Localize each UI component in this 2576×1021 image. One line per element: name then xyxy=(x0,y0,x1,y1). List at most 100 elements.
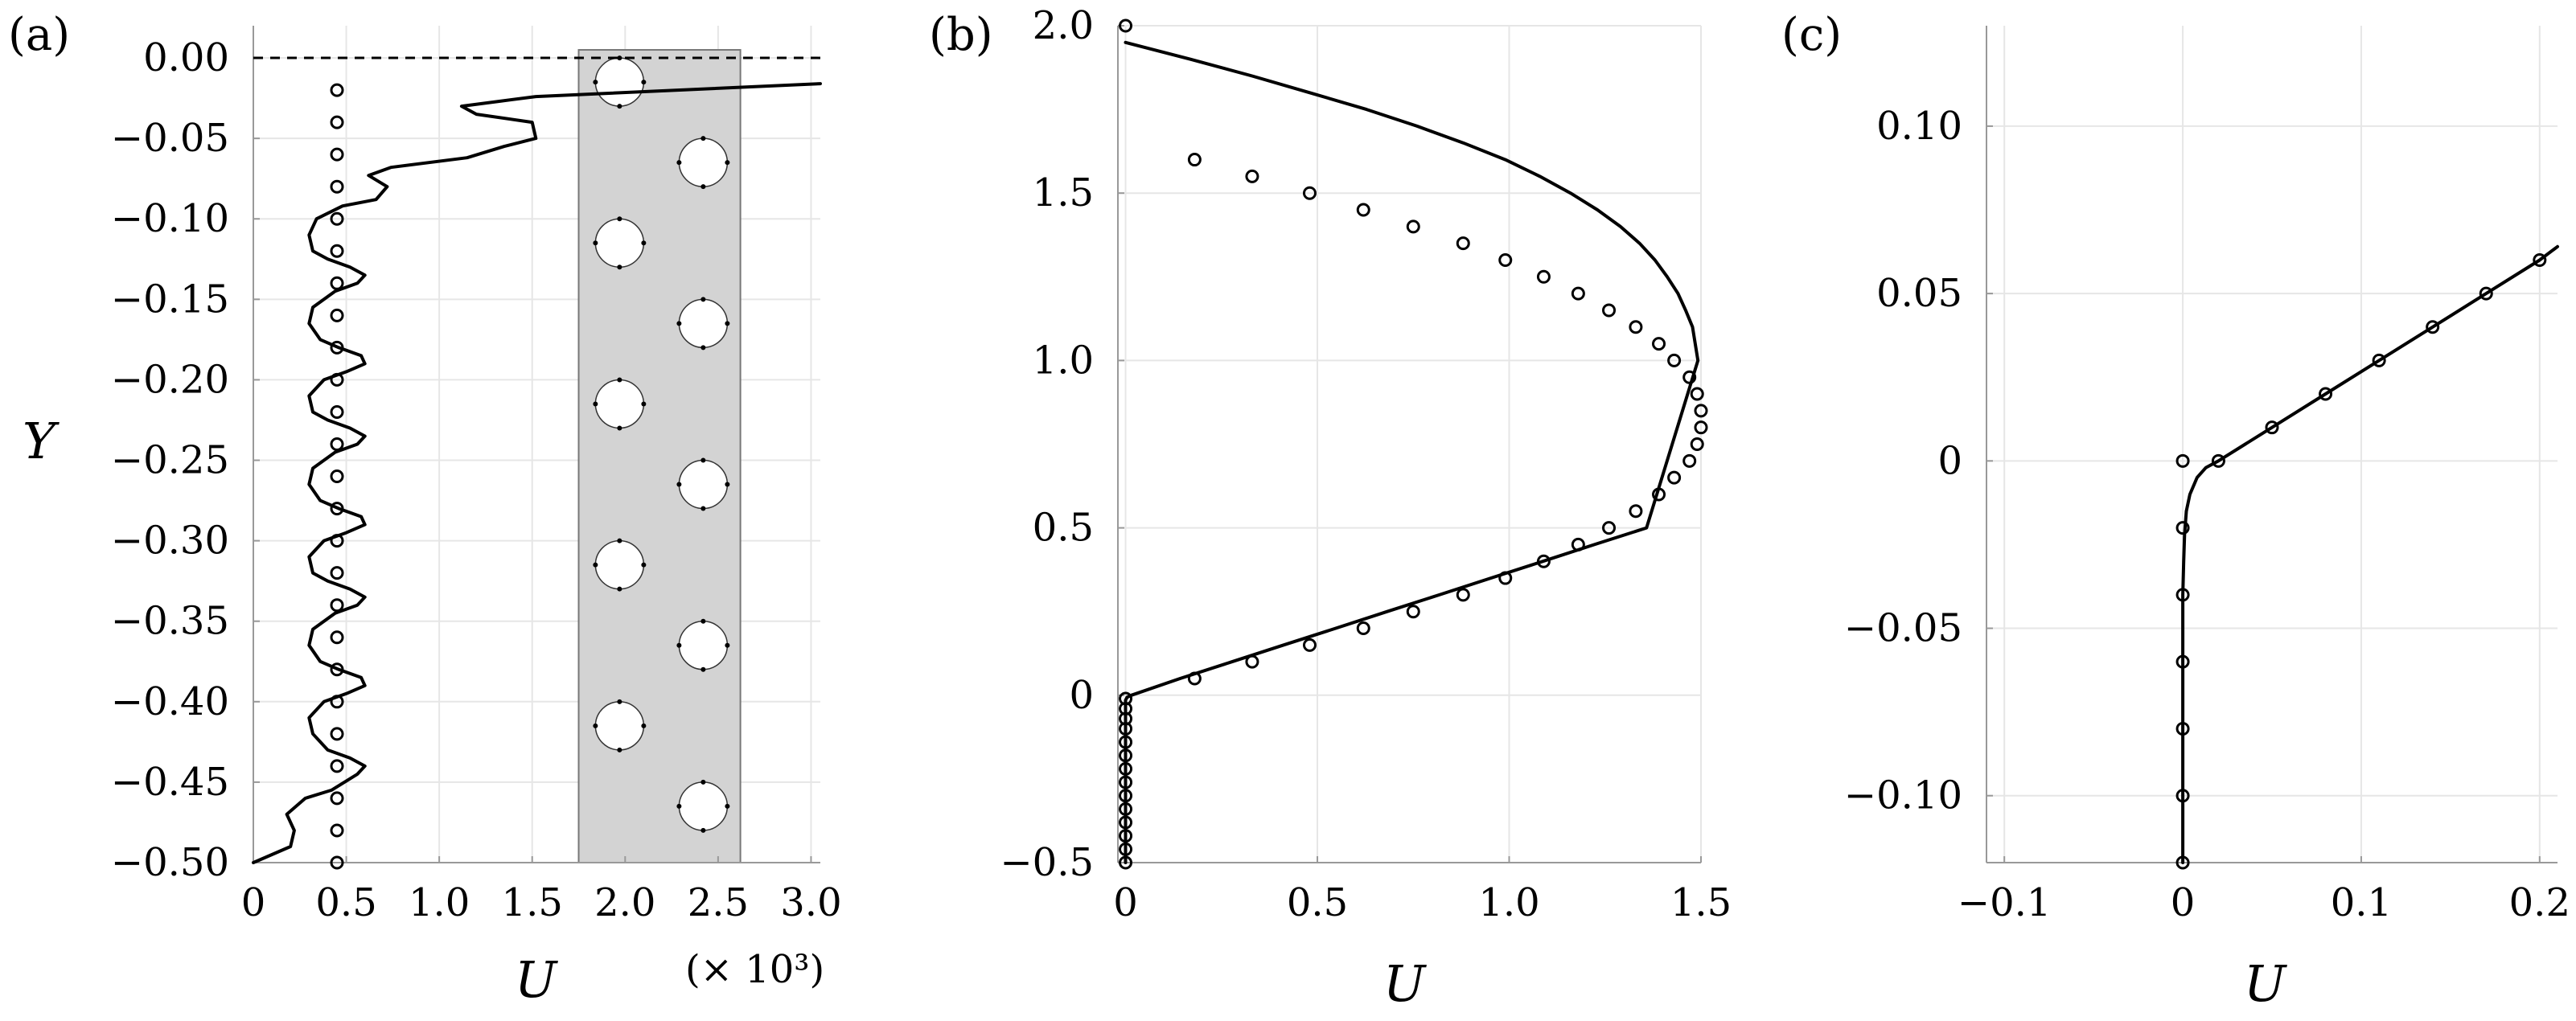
panel-a-inset-circle-9-dot-0 xyxy=(700,779,706,785)
panel-c-marker-4 xyxy=(2175,588,2190,602)
panel-b-marker-28 xyxy=(1690,437,1704,451)
panel-a-marker-5 xyxy=(330,244,344,258)
panel-b-marker-35 xyxy=(1629,320,1643,334)
panel-a: (a) Y U (× 10³) 0 0.5 1.0 1.5 2.0 2.5 3.0 0.00 −… xyxy=(8,9,842,1009)
panel-b-marker-20 xyxy=(1498,571,1513,585)
panel-c-marker-6 xyxy=(2175,453,2190,468)
panel-a-inset-circle-2-dot-3 xyxy=(641,240,647,246)
panel-c-x-tick-label-3: 0.2 xyxy=(2509,880,2570,925)
panel-b-marker-32 xyxy=(1682,370,1697,384)
panel-a-inset-circle-7-dot-0 xyxy=(700,618,706,624)
panel-a-inset-circle-6-dot-2 xyxy=(593,562,598,568)
panel-b-marker-3 xyxy=(1119,815,1133,830)
panel-c-x-axis-label: U xyxy=(2244,954,2287,1013)
panel-a-y-tick-label-10: −0.50 xyxy=(111,840,229,885)
panel-b-series-line xyxy=(1124,40,1700,864)
panel-b-y-tick-label-5: 2.0 xyxy=(1033,3,1094,48)
panel-b-marker-9 xyxy=(1119,735,1133,749)
panel-b-marker-41 xyxy=(1406,219,1420,234)
panel-a-inset-circle-7-dot-1 xyxy=(700,666,706,672)
panel-a-marker-1 xyxy=(330,115,344,129)
panel-a-inset-circle-0-dot-1 xyxy=(617,104,622,109)
panel-b-marker-31 xyxy=(1690,387,1704,401)
panel-a-inset-circle-8-dot-1 xyxy=(617,747,622,752)
panel-a-marker-18 xyxy=(330,662,344,677)
panel-b-marker-19 xyxy=(1456,588,1470,602)
panel-a-inset-circle-8-dot-3 xyxy=(641,723,647,728)
panel-c-series-line xyxy=(2181,244,2559,864)
panel-b: (b) U 0 0.5 1.0 1.5 −0.5 0 0.5 1.0 1.5 2.0 xyxy=(929,3,1732,1013)
panel-a-inset-circle-6-dot-0 xyxy=(617,538,622,543)
panel-a-inset-circle-0-dot-2 xyxy=(593,80,598,85)
panel-a-inset-circle-6-dot-3 xyxy=(641,562,647,568)
panel-c-marker-3 xyxy=(2175,654,2190,669)
panel-a-inset-circle-0 xyxy=(594,57,645,107)
panel-b-marker-6 xyxy=(1119,775,1133,789)
panel-a-inset-circle-8-dot-0 xyxy=(617,699,622,704)
panel-b-marker-26 xyxy=(1667,470,1682,485)
panel-a-y-tick-label-8: −0.40 xyxy=(111,679,229,724)
panel-a-inset-circle-5-dot-0 xyxy=(700,457,706,463)
panel-b-x-axis-label: U xyxy=(1383,954,1427,1013)
panel-a-inset-circle-5-dot-3 xyxy=(725,482,730,487)
panel-a-inset-circle-0-dot-3 xyxy=(641,80,647,85)
panel-a-inset-circle-4-dot-2 xyxy=(593,401,598,407)
panel-c-y-tick-label-0: −0.10 xyxy=(1844,773,1962,818)
panel-a-inset-circle-1-dot-3 xyxy=(725,160,730,166)
panel-b-marker-27 xyxy=(1682,453,1697,468)
panel-a-inset-circle-0-dot-0 xyxy=(617,55,622,61)
panel-a-marker-7 xyxy=(330,308,344,322)
panel-a-x-tick-label-2: 1.0 xyxy=(409,880,470,925)
panel-b-marker-46 xyxy=(1119,18,1133,33)
panel-a-marker-2 xyxy=(330,147,344,162)
panel-a-inset-circle-4-dot-0 xyxy=(617,377,622,383)
panel-c-y-tick-label-2: 0 xyxy=(1937,438,1962,483)
panel-b-marker-5 xyxy=(1119,789,1133,803)
panel-a-series-line xyxy=(252,82,822,864)
panel-a-inset-circle-9-dot-3 xyxy=(725,803,730,809)
panel-a-y-tick-label-5: −0.25 xyxy=(111,438,229,483)
panel-c-marker-5 xyxy=(2175,521,2190,535)
panel-c-marker-7 xyxy=(2211,453,2225,468)
panel-a-x-axis-label: U xyxy=(515,950,558,1009)
panel-c-y-tick-label-4: 0.10 xyxy=(1876,104,1962,149)
panel-b-marker-45 xyxy=(1187,153,1202,167)
panel-c-marker-10 xyxy=(2372,353,2386,367)
panel-b-marker-30 xyxy=(1694,404,1708,418)
panel-c-marker-9 xyxy=(2319,387,2333,401)
panel-a-inset-circle-9 xyxy=(678,781,729,831)
panel-c-marker-8 xyxy=(2265,420,2279,435)
panel-b-marker-18 xyxy=(1406,605,1420,619)
panel-a-inset-circle-2-dot-2 xyxy=(593,240,598,246)
panel-a-inset-circle-3-dot-1 xyxy=(700,345,706,351)
panel-a-inset-circle-5-dot-1 xyxy=(700,506,706,511)
panel-a-inset-circle-1-dot-0 xyxy=(700,136,706,141)
panel-a-inset-circle-7-dot-3 xyxy=(725,642,730,648)
panel-c-y-tick-label-3: 0.05 xyxy=(1876,271,1962,316)
panel-c-x-tick-label-0: −0.1 xyxy=(1958,880,2052,925)
panel-a-inset-circle-6 xyxy=(594,539,645,590)
panel-a-y-tick-label-2: −0.10 xyxy=(111,196,229,241)
panel-a-y-tick-label-0: 0.00 xyxy=(143,35,229,80)
panel-b-marker-21 xyxy=(1536,554,1551,568)
panel-a-inset-circle-7-dot-2 xyxy=(676,642,682,648)
panel-a-inset-circle-6-dot-1 xyxy=(617,586,622,592)
panel-b-plot: 0 0.5 1.0 1.5 −0.5 0 0.5 1.0 1.5 2.0 xyxy=(1000,3,1732,925)
panel-a-marker-16 xyxy=(330,598,344,613)
panel-a-marker-22 xyxy=(330,791,344,806)
panel-b-marker-0 xyxy=(1119,855,1133,870)
panel-a-marker-23 xyxy=(330,823,344,838)
panel-b-x-tick-label-0: 0 xyxy=(1113,880,1138,925)
panel-a-inset-circle-1 xyxy=(678,137,729,187)
panel-b-marker-22 xyxy=(1571,537,1585,552)
panel-b-marker-44 xyxy=(1245,169,1259,183)
panel-a-y-tick-label-3: −0.15 xyxy=(111,277,229,322)
panel-a-inset-circle-2-dot-0 xyxy=(617,216,622,222)
panel-b-y-tick-label-3: 1.0 xyxy=(1033,338,1094,383)
panel-a-marker-6 xyxy=(330,276,344,290)
panel-a-y-tick-label-4: −0.20 xyxy=(111,357,229,402)
panel-a-inset-circle-3-dot-0 xyxy=(700,297,706,302)
panel-c-x-tick-label-2: 0.1 xyxy=(2331,880,2392,925)
panel-a-inset-circle-8 xyxy=(594,701,645,751)
panel-b-marker-10 xyxy=(1119,721,1133,736)
